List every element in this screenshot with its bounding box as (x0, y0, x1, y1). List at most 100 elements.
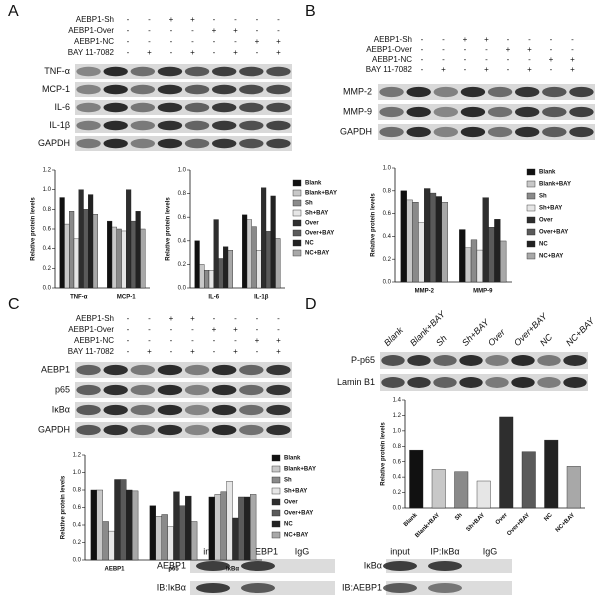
bar (223, 246, 229, 289)
treatment-sign: - (148, 314, 151, 323)
bar (204, 270, 210, 289)
bar (488, 227, 495, 283)
blot-band (211, 424, 237, 436)
treatment-sign: - (213, 37, 216, 46)
blot-band (485, 355, 509, 366)
bar (88, 194, 94, 289)
treatment-sign: - (148, 15, 151, 24)
blot-band (157, 66, 183, 77)
treatment-sign: - (421, 65, 424, 74)
blot-band (511, 355, 535, 366)
panel-label: C (8, 296, 20, 313)
legend-swatch (292, 239, 302, 247)
bar (418, 222, 425, 283)
blot-band (196, 561, 230, 571)
bar (251, 226, 257, 289)
treatment-sign: - (191, 336, 194, 345)
bar (476, 249, 483, 283)
bar (265, 231, 271, 289)
bar (149, 505, 156, 561)
blot-band (514, 106, 540, 118)
blot-strip (380, 352, 588, 369)
treatment-sign: + (233, 347, 238, 356)
bar (96, 489, 103, 561)
bar (227, 250, 233, 289)
panel-label: B (305, 3, 316, 20)
y-tick-label: 0.8 (393, 444, 402, 450)
treatment-sign: - (191, 37, 194, 46)
blot-band (241, 561, 275, 571)
blot-strip (75, 362, 292, 378)
blot-band (157, 424, 183, 436)
treatment-sign: + (147, 48, 152, 57)
blot-band (76, 364, 101, 376)
x-tick-label: MMP-9 (473, 289, 493, 295)
bar (120, 479, 127, 561)
treatment-sign: - (442, 35, 445, 44)
legend-label: Over+BAY (305, 231, 334, 237)
bar (83, 209, 89, 289)
bar (409, 449, 424, 509)
treatment-sign: + (147, 347, 152, 356)
treatment-sign: - (127, 26, 130, 35)
blot-band (184, 424, 210, 436)
bar (270, 195, 276, 289)
legend-swatch (271, 509, 281, 517)
legend-swatch (526, 204, 536, 212)
blot-band (76, 66, 101, 77)
x-tick-label: Sh+BAY (466, 512, 487, 533)
x-tick-label: NC+BAY (555, 512, 576, 533)
blot-band (460, 106, 486, 118)
y-tick-label: 0.0 (393, 506, 402, 512)
y-tick-label: 0.2 (43, 266, 52, 272)
y-tick-label: 0.6 (178, 215, 187, 221)
treatment-label: AEBP1-NC (74, 336, 114, 345)
legend-label: Over+BAY (284, 511, 313, 517)
bar (232, 517, 239, 561)
blot-band (184, 120, 210, 131)
y-tick-label: 0.4 (43, 246, 52, 252)
treatment-sign: - (571, 35, 574, 44)
treatment-sign: - (213, 15, 216, 24)
blot-strip (75, 64, 292, 79)
blot-band (379, 106, 404, 118)
bar (429, 192, 437, 283)
legend-label: Sh+BAY (539, 206, 562, 212)
bar (242, 214, 248, 289)
treatment-sign: - (464, 55, 467, 64)
treatment-sign: - (213, 336, 216, 345)
y-tick-label: 1.0 (178, 168, 187, 174)
treatment-sign: + (276, 336, 281, 345)
treatment-sign: + (233, 325, 238, 334)
treatment-sign: - (148, 37, 151, 46)
bar (135, 211, 141, 289)
legend-label: Sh (539, 194, 547, 200)
blot-band (514, 86, 540, 98)
bar (213, 219, 219, 289)
bar (126, 189, 132, 289)
bar (64, 223, 70, 289)
bar (108, 530, 115, 561)
blot-band (76, 404, 101, 416)
ip-header: IgG (483, 546, 498, 556)
treatment-sign: + (570, 65, 575, 74)
blot-strip (75, 82, 292, 97)
treatment-sign: + (276, 347, 281, 356)
bar (476, 480, 491, 509)
blot-band (542, 126, 567, 138)
treatment-sign: - (170, 325, 173, 334)
y-tick-label: 0.4 (178, 238, 187, 244)
blot-band (459, 377, 483, 388)
treatment-sign: - (234, 37, 237, 46)
blot-band (381, 377, 405, 388)
legend-label: Over+BAY (539, 230, 568, 236)
blot-band (157, 384, 183, 396)
blot-band (76, 424, 101, 436)
blot-band (379, 86, 404, 98)
treatment-label: AEBP1-Over (366, 45, 412, 54)
blot-band (239, 364, 264, 376)
treatment-sign: - (528, 35, 531, 44)
blot-band (569, 86, 594, 98)
bar (521, 451, 536, 509)
blot-band (211, 384, 237, 396)
